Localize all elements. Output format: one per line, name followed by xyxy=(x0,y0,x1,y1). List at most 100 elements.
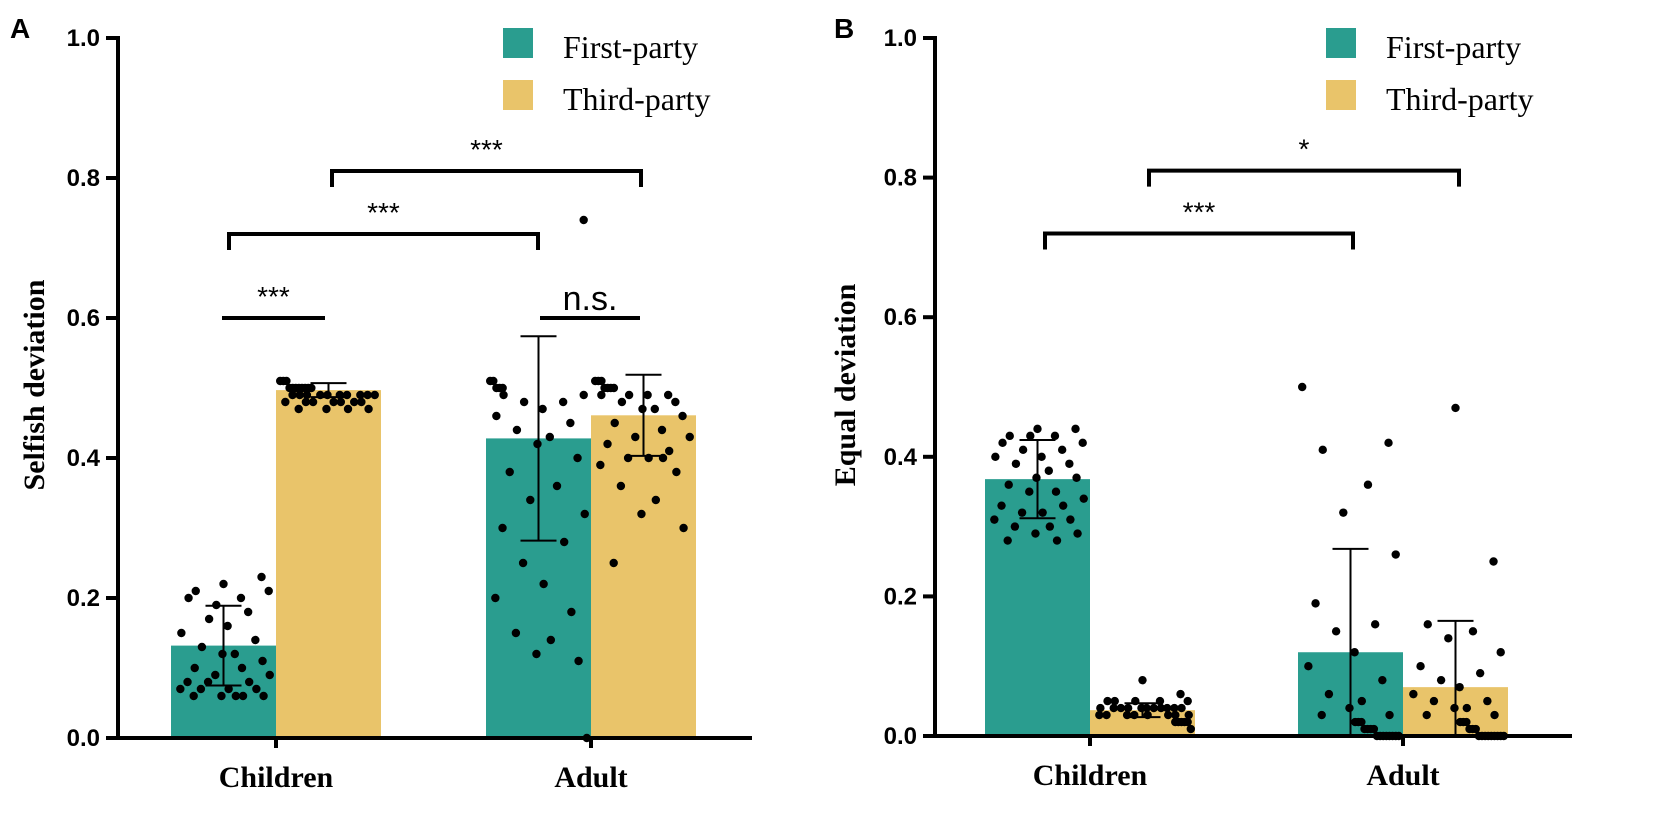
panel-a-significance-bracket xyxy=(227,232,540,250)
panel-a-data-point xyxy=(616,481,626,491)
panel-b-axes xyxy=(933,36,1572,738)
panel-a-data-point xyxy=(243,607,253,617)
panel-b-data-point xyxy=(1003,536,1012,545)
panel-a-y-tick-label: 0.4 xyxy=(67,445,101,472)
panel-a-data-point xyxy=(596,460,605,470)
panel-a-data-point xyxy=(650,404,660,414)
panel-a-data-point xyxy=(236,593,246,603)
panel-b-data-point xyxy=(1324,689,1334,699)
panel-a-data-point xyxy=(489,376,498,386)
panel-b-data-point xyxy=(1005,431,1014,441)
panel-a-legend-swatch-third-party xyxy=(503,80,533,110)
panel-a-data-point xyxy=(218,649,227,659)
panel-a-data-point xyxy=(643,390,652,400)
panel-b-data-point xyxy=(1052,536,1062,545)
panel-b-data-point xyxy=(1025,487,1034,496)
panel-a-data-point xyxy=(637,509,646,519)
panel-a-significance-label: *** xyxy=(257,281,290,312)
panel-b-significance-label: *** xyxy=(1183,196,1216,227)
panel-b-data-point xyxy=(1071,424,1080,434)
panel-b-data-point xyxy=(1079,494,1088,503)
panel-a-significance: *** n.s. *** *** xyxy=(222,134,643,320)
panel-a-data-point xyxy=(370,390,379,400)
panel-b-data-point xyxy=(1298,382,1307,392)
panel-b: B Equal deviation 0.0 0.2 0.4 0.6 0.8 1.0 Chi… xyxy=(829,13,1572,792)
panel-a-legend-label: First-party xyxy=(563,29,698,65)
panel-b-data-point xyxy=(1156,703,1166,713)
panel-b-data-point xyxy=(1363,480,1373,489)
panel-b-letter: B xyxy=(834,13,854,44)
panel-a-data-point xyxy=(329,397,338,407)
panel-a-data-point xyxy=(264,586,273,596)
panel-b-data-point xyxy=(1416,662,1425,671)
panel-a-data-point xyxy=(257,572,266,582)
panel-a-data-point xyxy=(538,404,547,414)
panel-b-data-point xyxy=(1058,501,1068,510)
panel-a-data-point xyxy=(204,614,214,624)
panel-b-y-tick-label: 0.4 xyxy=(884,444,918,471)
panel-a-data-point xyxy=(336,397,346,407)
panel-a-data-point xyxy=(532,649,541,659)
panel-b-data-point xyxy=(1384,438,1393,448)
panel-b-data-point xyxy=(1317,710,1326,720)
panel-b-data-point xyxy=(1137,703,1146,713)
panel-a-data-point xyxy=(638,404,647,414)
panel-a-data-point xyxy=(624,390,634,400)
panel-a-error-bars xyxy=(205,335,662,687)
panel-a-data-point xyxy=(258,656,267,666)
panel-a-data-point xyxy=(505,467,514,477)
panel-a-data-point xyxy=(492,411,501,421)
panel-b-legend-label: First-party xyxy=(1386,29,1521,65)
panel-a-data-point xyxy=(657,425,667,435)
panel-a-data-point xyxy=(498,383,507,393)
panel-a-data-point xyxy=(552,481,562,491)
panel-a-data-point xyxy=(609,383,619,393)
panel-b-data-point xyxy=(1026,431,1035,441)
panel-a-y-axis-label: Selfish deviation xyxy=(18,279,51,490)
panel-a-data-point xyxy=(685,432,694,442)
panel-b-data-point xyxy=(1183,696,1192,706)
panel-a-data-point xyxy=(533,439,542,449)
panel-a-category-labels: Children Adult xyxy=(219,738,628,794)
panel-b-data-point xyxy=(1050,431,1060,441)
panel-b-data-point xyxy=(1483,696,1492,706)
panel-a-data-point xyxy=(539,579,548,589)
panel-a-y-tick-label: 0.6 xyxy=(67,305,100,332)
panel-b-data-point xyxy=(997,501,1006,510)
panel-a-data-point xyxy=(610,418,619,428)
panel-b-data-point xyxy=(1102,710,1111,720)
panel-a-y-tick-label: 1.0 xyxy=(67,25,100,52)
panel-b-significance-label: * xyxy=(1299,134,1310,165)
panel-a-data-point xyxy=(672,467,681,477)
panel-b-data-point xyxy=(1350,648,1359,657)
panel-b-significance: **** xyxy=(1043,134,1461,250)
panel-a-y-tick-label: 0.0 xyxy=(67,725,100,752)
panel-a-data-point xyxy=(259,691,268,701)
panel-b-data-point xyxy=(1038,508,1047,517)
panel-a-data-point xyxy=(631,432,640,442)
panel-a-bar-third-adult xyxy=(591,415,696,738)
panel-a-data-point xyxy=(511,628,521,638)
panel-b-data-point xyxy=(1369,724,1379,734)
panel-a-data-point xyxy=(663,390,673,400)
panel-b-y-tick-label: 0.2 xyxy=(884,583,917,610)
panel-b-data-point xyxy=(1345,703,1354,713)
panel-a-data-point xyxy=(664,446,674,456)
panel-a-data-point xyxy=(177,628,186,638)
panel-b-data-point xyxy=(1422,710,1431,720)
panel-b-data-point xyxy=(990,515,999,524)
panel-b-data-point xyxy=(1183,717,1192,727)
panel-b-data-point xyxy=(1462,717,1471,727)
panel-b-data-point xyxy=(1045,522,1055,531)
panel-a-data-point xyxy=(558,397,568,407)
panel-a-data-point xyxy=(498,523,507,533)
panel-a-data-point xyxy=(574,656,583,666)
panel-a-category-label: Adult xyxy=(554,761,627,794)
panel-b-data-point xyxy=(1339,508,1348,517)
panel-a-data-point xyxy=(197,642,207,652)
panel-a-data-point xyxy=(617,397,627,407)
panel-b-data-point xyxy=(1357,717,1366,727)
panel-b-data-point xyxy=(1490,710,1499,720)
panel-a-data-point xyxy=(230,649,240,659)
